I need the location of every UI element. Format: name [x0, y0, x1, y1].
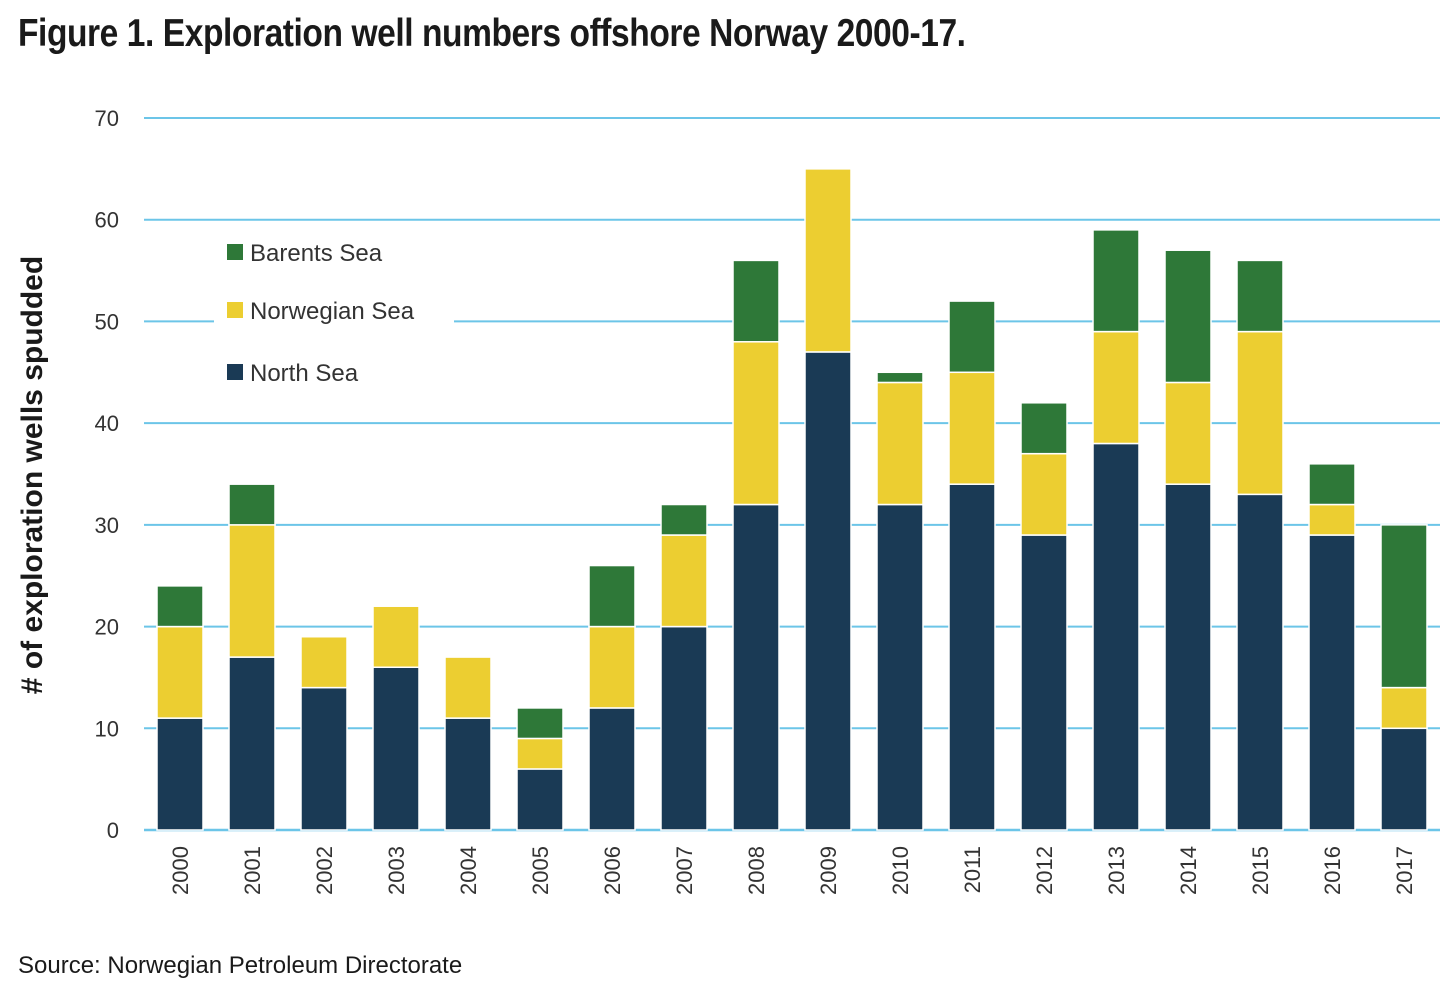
legend-entry: Norwegian Sea: [250, 298, 415, 325]
bar-segment: [660, 625, 708, 831]
legend-background: [214, 232, 454, 392]
x-tick-label: 2015: [1248, 846, 1273, 895]
bar-segment: [516, 737, 564, 770]
bar-segment: [1020, 402, 1068, 455]
x-tick-label: 2001: [240, 846, 265, 895]
bar-segment: [1092, 330, 1140, 445]
bar-segment: [1236, 493, 1284, 831]
bar-segment: [372, 666, 420, 831]
stacked-bar-chart: 0 10 20 30 40 50 60 70 # of exploration wells s…: [16, 106, 1440, 895]
bar-segment: [732, 341, 780, 506]
x-tick-label: 2012: [1032, 846, 1057, 895]
x-tick-label: 2016: [1320, 846, 1345, 895]
bar-segment: [1236, 259, 1284, 333]
bar-segment: [444, 717, 492, 831]
x-tick-label: 2002: [312, 846, 337, 895]
bar-segment: [156, 585, 204, 628]
bar-segment: [732, 259, 780, 343]
bar-segment: [660, 503, 708, 536]
bar-segment: [732, 503, 780, 831]
bar-segment: [1164, 483, 1212, 831]
bar-segment: [876, 371, 924, 384]
bar-segment: [228, 483, 276, 526]
bar-segment: [876, 503, 924, 831]
y-tick-label: 40: [95, 411, 119, 436]
y-axis-ticks: 0 10 20 30 40 50 60 70: [95, 106, 119, 843]
bar-segment: [1020, 452, 1068, 536]
bar-segment: [1092, 442, 1140, 831]
x-tick-label: 2005: [528, 846, 553, 895]
bar-segment: [804, 351, 852, 831]
bar-segment: [156, 625, 204, 719]
bar-segment: [588, 707, 636, 831]
bar-segment: [1308, 503, 1356, 536]
legend-entry: Barents Sea: [250, 240, 383, 267]
bar-segment: [1164, 381, 1212, 485]
x-tick-label: 2009: [816, 846, 841, 895]
y-tick-label: 30: [95, 513, 119, 538]
bar-segment: [228, 524, 276, 658]
legend-swatch: [227, 244, 243, 260]
bar-segment: [1164, 249, 1212, 384]
bar-segment: [948, 300, 996, 374]
bar-segment: [948, 371, 996, 485]
source-note: Source: Norwegian Petroleum Directorate: [18, 952, 463, 979]
bar-segment: [948, 483, 996, 831]
x-tick-label: 2014: [1176, 846, 1201, 895]
bar-segment: [516, 707, 564, 740]
legend-swatch: [227, 364, 243, 380]
x-tick-label: 2004: [456, 846, 481, 895]
bar-segment: [300, 686, 348, 831]
legend: Barents Sea Norwegian Sea North Sea: [214, 232, 454, 392]
bar-segment: [300, 635, 348, 689]
x-axis-ticks: 2000 2001 2002 2003 2004 2005 2006 2007 2008 2009…: [168, 846, 1417, 895]
x-tick-label: 2006: [600, 846, 625, 895]
bar-segment: [1092, 229, 1140, 333]
y-tick-label: 10: [95, 716, 119, 741]
bar-segment: [1380, 524, 1428, 689]
x-tick-label: 2013: [1104, 846, 1129, 895]
bar-segment: [1308, 463, 1356, 506]
bar-segment: [444, 656, 492, 719]
y-tick-label: 70: [95, 106, 119, 131]
bar-segment: [1380, 727, 1428, 831]
bar-segment: [1308, 534, 1356, 831]
bar-segment: [1380, 686, 1428, 730]
bar-segment: [1020, 534, 1068, 831]
x-tick-label: 2017: [1392, 846, 1417, 895]
bar-segment: [228, 656, 276, 831]
bar-segment: [804, 168, 852, 353]
bars: [156, 168, 1428, 831]
y-tick-label: 60: [95, 208, 119, 233]
legend-entry: North Sea: [250, 360, 359, 387]
x-tick-label: 2011: [960, 846, 985, 893]
bar-segment: [660, 534, 708, 628]
y-axis-label: # of exploration wells spudded: [16, 256, 49, 694]
bar-segment: [588, 625, 636, 709]
x-tick-label: 2010: [888, 846, 913, 895]
y-tick-label: 50: [95, 309, 119, 334]
y-tick-label: 0: [107, 818, 119, 843]
y-tick-label: 20: [95, 615, 119, 640]
bar-segment: [876, 381, 924, 506]
bar-segment: [1236, 330, 1284, 496]
chart-title: Figure 1. Exploration well numbers offsh…: [18, 12, 966, 55]
legend-swatch: [227, 302, 243, 318]
x-tick-label: 2007: [672, 846, 697, 895]
x-tick-label: 2008: [744, 846, 769, 895]
bar-segment: [156, 717, 204, 831]
bar-segment: [372, 605, 420, 669]
x-tick-label: 2000: [168, 846, 193, 895]
x-tick-label: 2003: [384, 846, 409, 895]
gridlines: [144, 117, 1440, 832]
bar-segment: [516, 768, 564, 831]
bar-segment: [588, 564, 636, 628]
